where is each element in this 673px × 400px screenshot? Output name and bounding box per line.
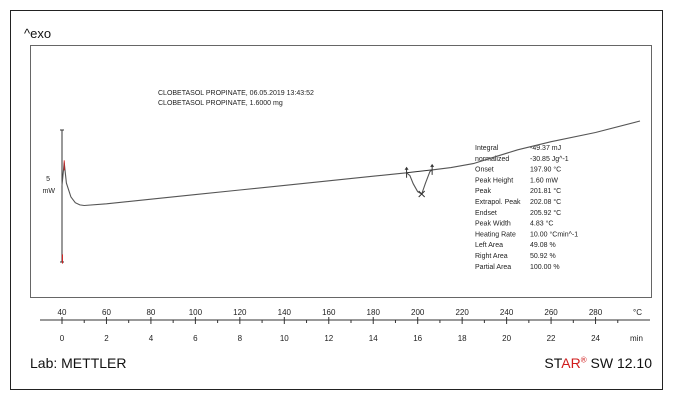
result-label: normalized <box>475 156 509 163</box>
time-tick-label: 24 <box>591 334 600 343</box>
time-tick-label: 10 <box>280 334 289 343</box>
x-tick-label: 60 <box>102 308 111 317</box>
y-scale-value: 5 <box>46 176 50 183</box>
result-label: Right Area <box>475 253 508 260</box>
result-label: Extrapol. Peak <box>475 199 521 206</box>
result-value: -49.37 mJ <box>530 145 561 152</box>
registered-mark: ® <box>580 355 587 365</box>
time-tick-label: 14 <box>369 334 378 343</box>
y-scale-unit: mW <box>43 188 56 195</box>
result-label: Peak <box>475 188 491 195</box>
result-value: 201.81 °C <box>530 187 561 195</box>
x-tick-label: 260 <box>544 308 558 317</box>
result-value: 100.00 % <box>530 264 560 271</box>
time-tick-label: 12 <box>324 334 333 343</box>
time-tick-label: 2 <box>104 334 109 343</box>
result-label: Peak Width <box>475 221 511 228</box>
x-unit-label: °C <box>633 308 642 317</box>
software-version-text: SW 12.10 <box>586 355 653 371</box>
x-tick-label: 80 <box>146 308 155 317</box>
peak-marker <box>418 190 426 198</box>
integration-limit-arrow-1 <box>404 166 409 170</box>
time-tick-label: 4 <box>149 334 154 343</box>
result-label: Peak Height <box>475 177 513 184</box>
result-value: 4.83 °C <box>530 220 553 228</box>
result-value: -30.85 Jg^-1 <box>530 156 569 163</box>
time-tick-label: 8 <box>238 334 243 343</box>
time-tick-label: 22 <box>547 334 556 343</box>
time-tick-label: 16 <box>413 334 422 343</box>
result-value: 10.00 °Cmin^-1 <box>530 230 578 238</box>
result-value: 205.92 °C <box>530 209 561 217</box>
x-tick-label: 40 <box>58 308 67 317</box>
time-tick-label: 6 <box>193 334 198 343</box>
lab-label: Lab: METTLER <box>30 355 127 371</box>
sample-info-line-1: CLOBETASOL PROPINATE, 06.05.2019 13:43:5… <box>158 90 314 97</box>
result-label: Heating Rate <box>475 231 516 238</box>
result-value: 49.08 % <box>530 242 556 249</box>
result-value: 50.92 % <box>530 253 556 260</box>
exo-direction-label: ^exo <box>24 26 52 41</box>
star-accent: AR <box>561 355 581 371</box>
result-label: Integral <box>475 145 499 152</box>
x-tick-label: 220 <box>455 308 469 317</box>
x-tick-label: 160 <box>322 308 336 317</box>
result-value: 1.60 mW <box>530 177 558 184</box>
time-tick-label: 18 <box>458 334 467 343</box>
star-prefix: ST <box>544 355 562 371</box>
y-scale-bar: 5 mW <box>43 129 64 263</box>
integration-limit-arrow-2 <box>430 163 435 167</box>
time-tick-label: 0 <box>60 334 65 343</box>
result-value: 202.08 °C <box>530 198 561 206</box>
x-tick-label: 100 <box>189 308 203 317</box>
time-tick-label: 20 <box>502 334 511 343</box>
x-tick-label: 280 <box>589 308 603 317</box>
x-tick-label: 200 <box>411 308 425 317</box>
result-label: Left Area <box>475 242 503 249</box>
dsc-curve <box>61 120 641 207</box>
x-tick-label: 240 <box>500 308 514 317</box>
software-version: STAR® SW 12.10 <box>544 355 652 371</box>
result-label: Endset <box>475 210 497 217</box>
time-unit-label: min <box>630 334 643 343</box>
result-label: Onset <box>475 167 494 174</box>
result-label: Partial Area <box>475 264 511 271</box>
integration-baseline <box>406 169 433 174</box>
x-tick-label: 140 <box>278 308 292 317</box>
sample-info-line-2: CLOBETASOL PROPINATE, 1.6000 mg <box>158 100 283 107</box>
result-value: 197.90 °C <box>530 166 561 174</box>
plot-area <box>30 45 652 298</box>
x-tick-label: 120 <box>233 308 247 317</box>
x-tick-label: 180 <box>367 308 381 317</box>
